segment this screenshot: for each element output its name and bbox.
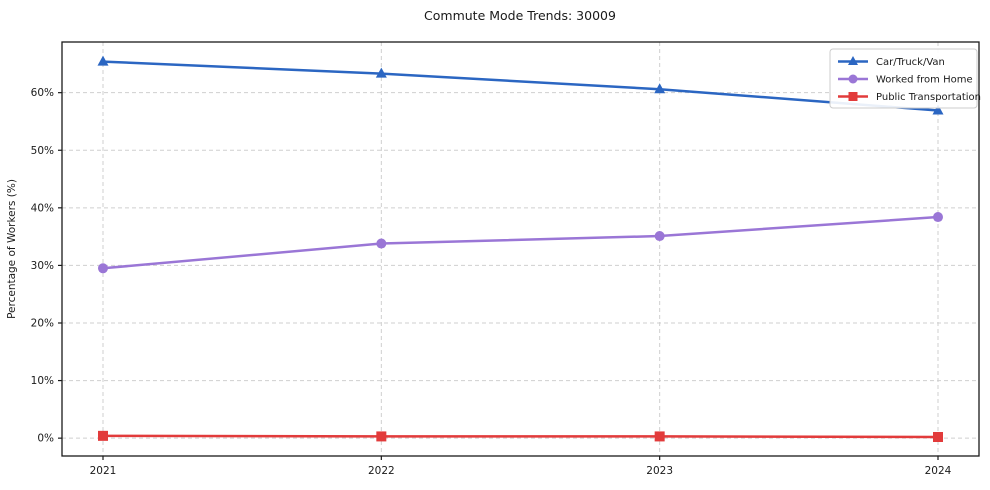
y-axis-label: Percentage of Workers (%) bbox=[6, 179, 18, 319]
y-tick-label: 60% bbox=[31, 87, 54, 99]
series-worked-from-home bbox=[98, 212, 943, 274]
data-point-square bbox=[933, 431, 943, 442]
data-point-circle bbox=[654, 231, 665, 242]
legend-label-worked-from-home: Worked from Home bbox=[876, 75, 973, 86]
y-tick-label: 0% bbox=[37, 433, 54, 445]
data-point-circle bbox=[98, 263, 108, 274]
legend-label-car-truck-van: Car/Truck/Van bbox=[876, 57, 945, 68]
series-line-public-transportation bbox=[101, 434, 940, 439]
x-tick-label: 2021 bbox=[90, 465, 117, 477]
y-tick-label: 30% bbox=[31, 260, 54, 272]
legend-label-public-transportation: Public Transportation bbox=[876, 92, 981, 103]
plot-border bbox=[61, 41, 980, 457]
series-line-worked-from-home bbox=[101, 215, 940, 270]
data-point-square bbox=[376, 431, 387, 442]
y-tick-label: 50% bbox=[31, 145, 54, 157]
data-point-triangle bbox=[932, 104, 944, 115]
data-point-circle bbox=[376, 238, 387, 249]
legend-item-worked-from-home: Worked from Home bbox=[838, 74, 973, 86]
legend: Car/Truck/Van Worked from Home Public Tran… bbox=[829, 48, 981, 109]
grid-layer bbox=[62, 42, 979, 456]
legend-item-public-transportation: Public Transportation bbox=[838, 92, 981, 103]
legend-box bbox=[829, 48, 978, 109]
data-point-triangle bbox=[375, 67, 387, 78]
data-point-square bbox=[654, 431, 665, 442]
data-point-triangle bbox=[97, 55, 109, 66]
chart-title: Commute Mode Trends: 30009 bbox=[424, 8, 616, 23]
axes-layer: 0% 10% 20% 30% 40% 50% 60% 2021 2022 2023 2024 bbox=[31, 41, 980, 477]
legend-item-car-truck-van: Car/Truck/Van bbox=[838, 56, 945, 68]
x-tick-label: 2023 bbox=[646, 465, 673, 477]
x-tick-label: 2022 bbox=[368, 465, 395, 477]
series-public-transportation bbox=[98, 430, 943, 442]
y-tick-label: 40% bbox=[31, 202, 54, 214]
data-point-triangle bbox=[848, 56, 858, 65]
x-tick-label: 2024 bbox=[925, 465, 952, 477]
series-line-car-truck-van bbox=[101, 60, 940, 112]
data-point-square bbox=[848, 92, 858, 101]
data-point-circle bbox=[933, 212, 943, 223]
data-point-triangle bbox=[654, 83, 666, 94]
series-car-truck-van bbox=[97, 55, 944, 115]
y-tick-label: 10% bbox=[31, 375, 54, 387]
y-tick-label: 20% bbox=[31, 317, 54, 329]
data-point-circle bbox=[848, 74, 858, 84]
data-point-square bbox=[98, 430, 108, 441]
series-layer bbox=[97, 55, 944, 442]
